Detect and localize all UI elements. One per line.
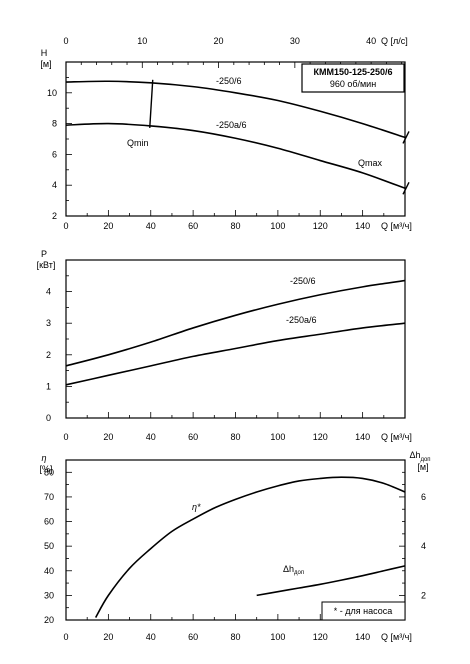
efficiency-x-tick-label: 80 (230, 632, 240, 642)
efficiency-x-tick-label: 140 (355, 632, 370, 642)
efficiency-y-tick-label: 40 (44, 566, 54, 576)
head-x-tick-label: 60 (188, 221, 198, 231)
power-y-tick-label: 2 (46, 350, 51, 360)
head-x2-axis-label: Q [л/с] (381, 36, 408, 46)
efficiency-x-tick-label: 100 (270, 632, 285, 642)
power-x-tick-label: 100 (270, 432, 285, 442)
power-series-1-label: -250/6 (290, 276, 316, 286)
power-y-axis-label: P (41, 249, 47, 259)
efficiency-chart: 0 20 40 60 80 100 120 140 Q [м³/ч] 20 30 40 50 60 70 80… (39, 450, 430, 642)
power-chart: 0 20 40 60 80 100 120 140 Q [м³/ч] 0 1 2 3 4 P[кВт] -25… (37, 249, 412, 442)
npsh-y-tick-label: 2 (421, 590, 426, 600)
power-x-tick-label: 80 (230, 432, 240, 442)
head-y-axis-unit: [м] (40, 59, 51, 69)
head-x2-tick-label: 30 (290, 36, 300, 46)
qmax-label: Qmax (358, 158, 383, 168)
npsh-y-axis-label-subscript: доп (420, 457, 430, 463)
model-title: КММ150-125-250/6 (313, 67, 392, 77)
head-series-2-line (65, 122, 406, 190)
power-y-tick-label: 4 (46, 287, 51, 297)
head-x-tick-label: 80 (230, 221, 240, 231)
head-y-axis-label: H (41, 48, 48, 58)
npsh-y-tick-label: 4 (421, 541, 426, 551)
power-x-tick-label: 20 (103, 432, 113, 442)
efficiency-x-tick-label: 40 (146, 632, 156, 642)
note-box (321, 601, 406, 621)
head-x2-tick-label: 10 (137, 36, 147, 46)
qmax-marker-1 (402, 131, 410, 144)
efficiency-x-tick-label: 60 (188, 632, 198, 642)
note-text: * - для насоса (334, 606, 392, 616)
model-title-box (301, 63, 405, 93)
head-y-tick-label: 8 (52, 119, 57, 129)
head-x2-tick-label: 40 (366, 36, 376, 46)
head-x-tick-label: 20 (103, 221, 113, 231)
power-x-tick-label: 140 (355, 432, 370, 442)
power-x-tick-label: 40 (146, 432, 156, 442)
efficiency-y-tick-label: 20 (44, 615, 54, 625)
qmin-label: Qmin (127, 138, 149, 148)
efficiency-x-tick-label: 0 (63, 632, 68, 642)
qmin-marker (149, 79, 154, 128)
power-y-tick-label: 0 (46, 413, 51, 423)
power-x-axis-label: Q [м³/ч] (381, 432, 412, 442)
power-x-tick-label: 120 (313, 432, 328, 442)
head-y-tick-label: 4 (52, 180, 57, 190)
npsh-series-label: Δhдоп (283, 564, 304, 576)
efficiency-plot-frame (65, 459, 406, 621)
head-x-tick-label: 40 (146, 221, 156, 231)
efficiency-series-line (94, 476, 406, 618)
power-x-tick-label: 0 (63, 432, 68, 442)
head-x-tick-label: 100 (270, 221, 285, 231)
efficiency-y-tick-label: 70 (44, 492, 54, 502)
head-x2-tick-label: 20 (214, 36, 224, 46)
qmax-marker-2 (402, 181, 410, 195)
head-x-tick-label: 140 (355, 221, 370, 231)
efficiency-x-tick-label: 120 (313, 632, 328, 642)
power-series-2-line (65, 322, 406, 386)
npsh-series-line (256, 565, 406, 597)
power-plot-frame (65, 259, 406, 419)
head-y-tick-label: 6 (52, 149, 57, 159)
head-series-1-line (65, 80, 406, 139)
efficiency-x-axis-label: Q [м³/ч] (381, 632, 412, 642)
efficiency-y-tick-label: 50 (44, 541, 54, 551)
power-y-tick-label: 1 (46, 381, 51, 391)
head-x-tick-label: 0 (63, 221, 68, 231)
speed-label: 960 об/мин (330, 79, 376, 89)
head-x-tick-label: 120 (313, 221, 328, 231)
power-y-tick-label: 3 (46, 318, 51, 328)
efficiency-x-tick-label: 20 (103, 632, 113, 642)
head-x-axis-label: Q [м³/ч] (381, 221, 412, 231)
efficiency-y-axis-unit: [%] (39, 464, 52, 474)
head-chart: 0 20 40 60 80 100 120 140 Q [м³/ч] 0 10 20 30 40 Q [л/… (40, 36, 411, 231)
efficiency-y-axis-label: η (42, 453, 47, 463)
power-series-2-label: -250а/6 (286, 315, 317, 325)
power-y-axis-unit: [кВт] (37, 260, 56, 270)
npsh-y-tick-label: 6 (421, 492, 426, 502)
head-series-2-label: -250а/6 (216, 120, 247, 130)
head-y-tick-label: 10 (47, 88, 57, 98)
power-series-1-line (65, 279, 406, 367)
efficiency-y-tick-label: 80 (44, 467, 54, 477)
head-series-1-label: -250/6 (216, 76, 242, 86)
npsh-series-label-subscript: доп (294, 570, 304, 576)
efficiency-y-tick-label: 60 (44, 517, 54, 527)
npsh-y-axis-unit: [м] (417, 462, 428, 472)
head-x2-tick-label: 0 (63, 36, 68, 46)
efficiency-series-label: η* (192, 502, 201, 512)
power-x-tick-label: 60 (188, 432, 198, 442)
head-y-tick-label: 2 (52, 211, 57, 221)
efficiency-y-tick-label: 30 (44, 590, 54, 600)
